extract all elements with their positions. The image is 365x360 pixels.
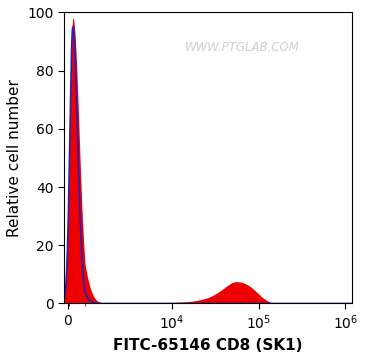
X-axis label: FITC-65146 CD8 (SK1): FITC-65146 CD8 (SK1) xyxy=(114,338,303,353)
Y-axis label: Relative cell number: Relative cell number xyxy=(7,79,22,237)
Text: WWW.PTGLAB.COM: WWW.PTGLAB.COM xyxy=(185,41,300,54)
